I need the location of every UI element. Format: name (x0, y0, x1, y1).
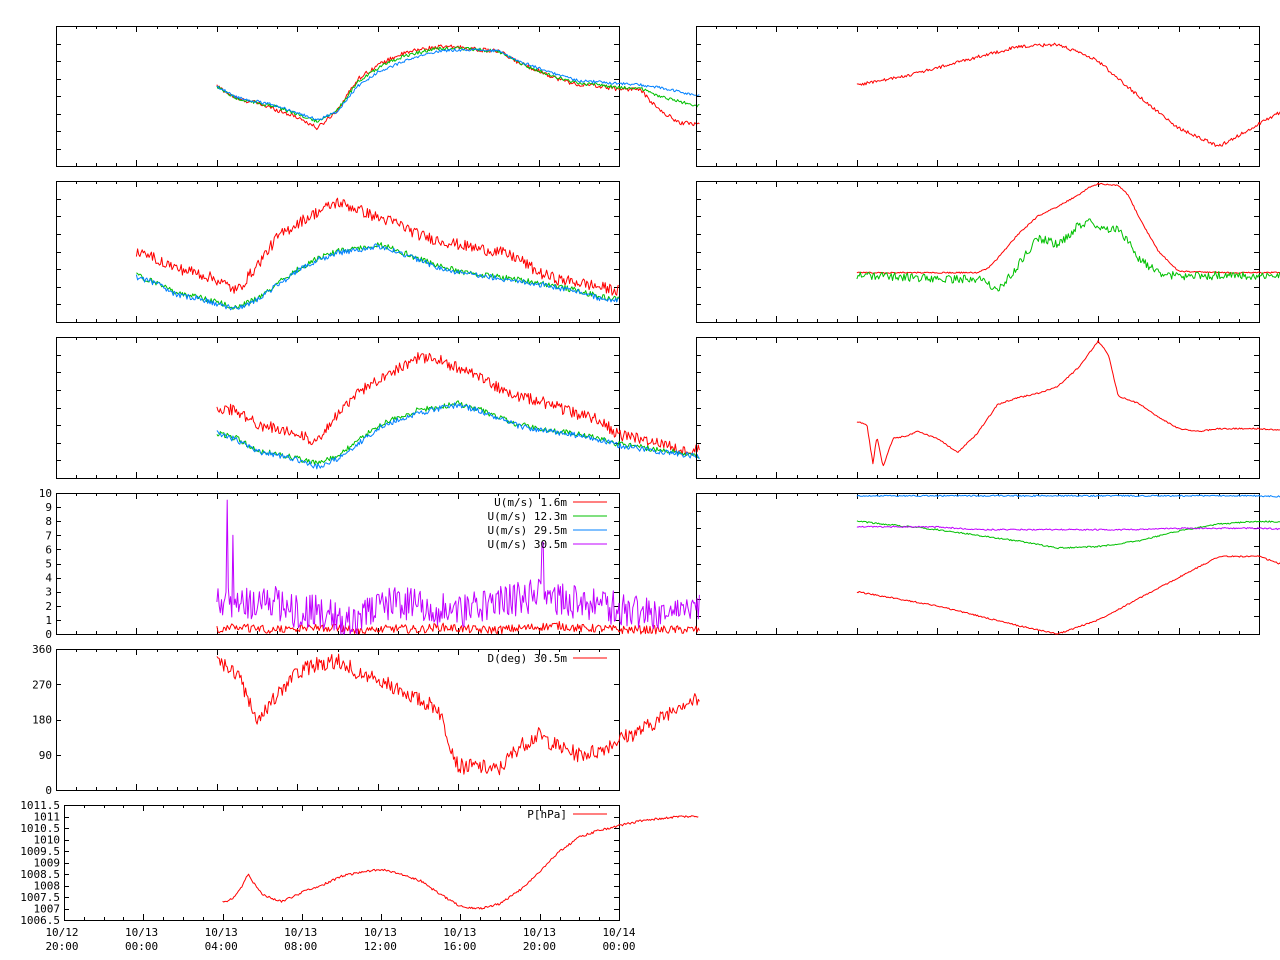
radiation-series-red (856, 182, 1280, 274)
y-tick-label: 2 (45, 600, 52, 613)
time-tick-date: 10/13 (523, 926, 556, 939)
y-tick-label: 3 (45, 586, 52, 599)
legend-label: U(m/s) 12.3m (488, 510, 568, 523)
temp_levels-series-red (856, 555, 1280, 635)
time-tick-date: 10/13 (364, 926, 397, 939)
humidity_profile-series-red (216, 352, 700, 456)
y-tick-label: 7 (45, 529, 52, 542)
legend-label: U(m/s) 29.5m (488, 524, 568, 537)
time-tick-hour: 20:00 (523, 940, 556, 953)
time-tick-hour: 12:00 (364, 940, 397, 953)
temp_profile-series-green (216, 46, 700, 123)
time-tick-date: 10/13 (443, 926, 476, 939)
wind_vertical-series-red (856, 340, 1280, 467)
wind_vertical-frame (696, 337, 1260, 479)
y-tick-label: 360 (32, 643, 52, 656)
humidity_profile-x-ticks (56, 337, 620, 479)
radiation-frame (696, 181, 1260, 323)
time-tick-date: 10/13 (284, 926, 317, 939)
time-tick-date: 10/13 (125, 926, 158, 939)
time-tick-date: 10/13 (205, 926, 238, 939)
pressure-x-ticks (64, 805, 620, 921)
y-tick-label: 1010 (34, 834, 61, 847)
y-tick-label: 1006.5 (20, 914, 60, 927)
humidity-upper-series-red (135, 197, 619, 296)
temp_levels-x-ticks (696, 493, 1260, 635)
humidity-upper-x-ticks (56, 181, 620, 323)
y-tick-label: 1011 (34, 811, 61, 824)
temp_profile-x-ticks (56, 26, 620, 167)
temp_profile-series-red (216, 44, 700, 131)
wind_speed-series-red (216, 621, 700, 635)
time-tick-hour: 00:00 (125, 940, 158, 953)
humidity_profile-series-green (216, 400, 700, 466)
pressure-frame (64, 805, 620, 921)
y-tick-label: 270 (32, 678, 52, 691)
y-tick-label: 1009.5 (20, 845, 60, 858)
y-tick-label: 4 (45, 572, 52, 585)
y-tick-label: 0 (45, 784, 52, 797)
time-tick-date: 10/14 (602, 926, 635, 939)
temp_profile-frame (56, 26, 620, 167)
temp_levels-frame (696, 493, 1260, 635)
wind_vertical-x-ticks (696, 337, 1260, 479)
y-tick-label: 1007.5 (20, 891, 60, 904)
y-tick-label: 90 (39, 749, 52, 762)
humidity_profile-series-blue (216, 402, 700, 470)
y-tick-label: 1008 (34, 880, 61, 893)
y-tick-label: 1011.5 (20, 799, 60, 812)
wind_speed-series-purple (216, 499, 700, 635)
radiation-series-green (856, 218, 1280, 292)
pressure-series-red (222, 815, 699, 910)
y-tick-label: 180 (32, 714, 52, 727)
time-tick-hour: 16:00 (443, 940, 476, 953)
y-tick-label: 0 (45, 628, 52, 641)
humidity-upper-series-blue (135, 243, 620, 311)
temp_levels-series-green (856, 520, 1280, 550)
y-tick-label: 1010.5 (20, 822, 60, 835)
time-tick-hour: 00:00 (602, 940, 635, 953)
y-tick-label: 6 (45, 543, 52, 556)
legend-label: D(deg) 30.5m (488, 652, 568, 665)
y-tick-label: 8 (45, 515, 52, 528)
wind_direction-series-red (216, 653, 700, 776)
temp_single-frame (696, 26, 1260, 167)
time-axis-labels: 10/1220:0010/1300:0010/1304:0010/1308:00… (45, 926, 635, 953)
wind_direction-x-ticks (56, 649, 620, 791)
legend-label: P[hPa] (527, 808, 567, 821)
wind_direction-frame (56, 649, 620, 791)
y-tick-label: 10 (39, 487, 52, 500)
temp_single-x-ticks (696, 26, 1260, 167)
time-tick-hour: 08:00 (284, 940, 317, 953)
legend-label: U(m/s) 30.5m (488, 538, 568, 551)
y-tick-label: 1008.5 (20, 868, 60, 881)
y-tick-label: 9 (45, 501, 52, 514)
radiation-x-ticks (696, 181, 1260, 323)
temp_levels-series-blue (856, 494, 1280, 498)
temp_profile-series-blue (216, 48, 700, 121)
time-tick-date: 10/12 (45, 926, 78, 939)
y-tick-label: 5 (45, 558, 52, 571)
time-tick-hour: 20:00 (45, 940, 78, 953)
time-tick-hour: 04:00 (205, 940, 238, 953)
temp_levels-series-purple (856, 525, 1280, 531)
legend-label: U(m/s) 1.6m (494, 496, 567, 509)
y-tick-label: 1 (45, 614, 52, 627)
temp_single-series-red (856, 42, 1280, 147)
humidity_profile-frame (56, 337, 620, 479)
y-tick-label: 1009 (34, 857, 61, 870)
y-tick-label: 1007 (34, 903, 61, 916)
